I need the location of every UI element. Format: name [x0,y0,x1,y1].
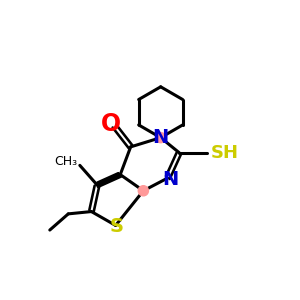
Text: N: N [162,170,178,189]
Text: O: O [101,112,121,136]
Text: SH: SH [210,144,238,162]
Circle shape [156,133,166,143]
Circle shape [138,186,148,196]
Text: N: N [153,128,169,147]
Text: S: S [110,217,124,236]
Text: CH₃: CH₃ [54,155,77,168]
